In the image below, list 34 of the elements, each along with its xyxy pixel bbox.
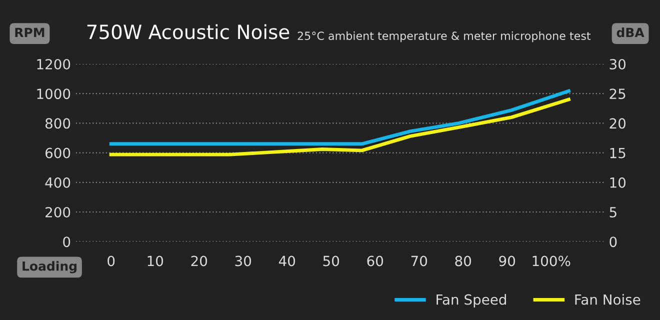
x-tick-label: 90 — [499, 256, 516, 266]
y2-tick-label: 10 — [610, 177, 626, 188]
chart-title: 750W Acoustic Noise — [87, 24, 290, 40]
y2-tick-label: 5 — [610, 207, 616, 218]
y2-tick-label: 20 — [610, 118, 626, 129]
x-tick-label: 100% — [532, 256, 570, 266]
y-tick-label: 200 — [46, 206, 70, 218]
y-tick-label: 800 — [45, 118, 70, 129]
x-tick-label: 40 — [278, 256, 296, 266]
chart-subtitle: 25°C ambient temperature & meter microphone test — [298, 31, 591, 42]
legend-label: Fan Speed — [436, 294, 506, 308]
x-tick-label: 80 — [455, 256, 472, 266]
y2-tick-label: 0 — [610, 236, 617, 248]
line-series — [109, 89, 570, 146]
x-tick-label: 20 — [191, 256, 208, 266]
x-tick-label: 0 — [108, 256, 115, 266]
y-axis-title: RPM — [15, 28, 44, 38]
y-tick-label: 1200 — [37, 58, 70, 70]
y2-tick-label: 15 — [610, 148, 626, 158]
x-tick-label: 70 — [411, 256, 428, 266]
x-tick-label: 60 — [367, 256, 384, 266]
x-tick-label: 50 — [323, 256, 340, 266]
x-tick-label: 30 — [235, 256, 252, 266]
y-tick-label: 600 — [46, 148, 70, 158]
x-tick-label: 10 — [148, 256, 164, 266]
y2-axis-title: dBA — [616, 28, 644, 38]
y2-tick-label: 30 — [610, 58, 626, 70]
y2-tick-label: 25 — [610, 88, 626, 100]
y-tick-label: 0 — [63, 236, 70, 248]
y-tick-label: 1000 — [37, 88, 70, 100]
line-series — [109, 98, 570, 156]
x-axis-title: Loading — [22, 261, 76, 274]
y-tick-label: 400 — [45, 177, 70, 188]
legend-label: Fan Noise — [575, 294, 640, 305]
